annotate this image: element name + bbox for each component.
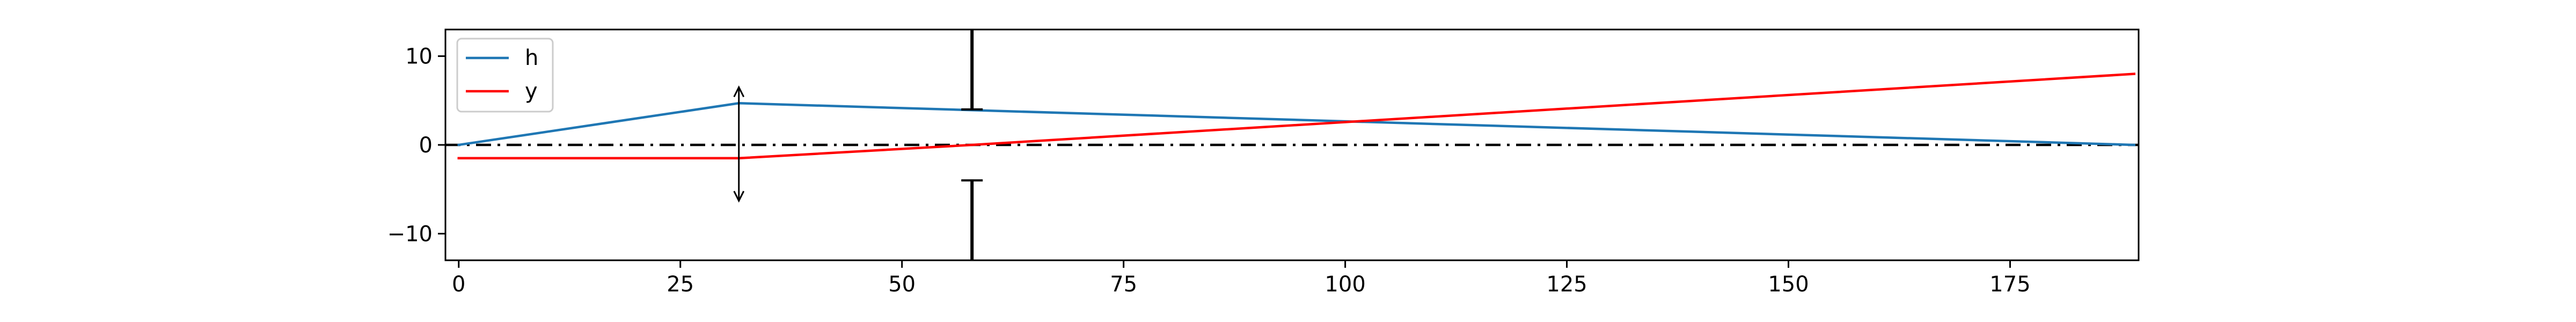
y-axis: −10 0 10 [387,45,445,246]
x-tick-label: 175 [1989,272,2030,297]
double-arrow-head-top [733,85,745,98]
y-tick-label: 0 [419,133,433,158]
x-tick-label: 75 [1110,272,1137,297]
y-tick-label: −10 [387,222,433,246]
annotation-layer [733,30,983,260]
legend-label-y: y [525,79,538,104]
double-arrow-head-bottom [733,191,745,203]
legend: hy [456,38,554,113]
x-tick-label: 50 [888,272,916,297]
x-tick-label: 100 [1324,272,1365,297]
series-line-y [457,72,2136,160]
x-tick-label: 150 [1768,272,1809,297]
legend-label-h: h [525,46,538,70]
y-tick-label: 10 [405,45,433,69]
x-tick-label: 0 [452,272,465,297]
x-tick-label: 125 [1546,272,1587,297]
x-tick-label: 25 [667,272,694,297]
x-axis: 0 25 50 75 100 125 150 175 [452,260,2031,297]
